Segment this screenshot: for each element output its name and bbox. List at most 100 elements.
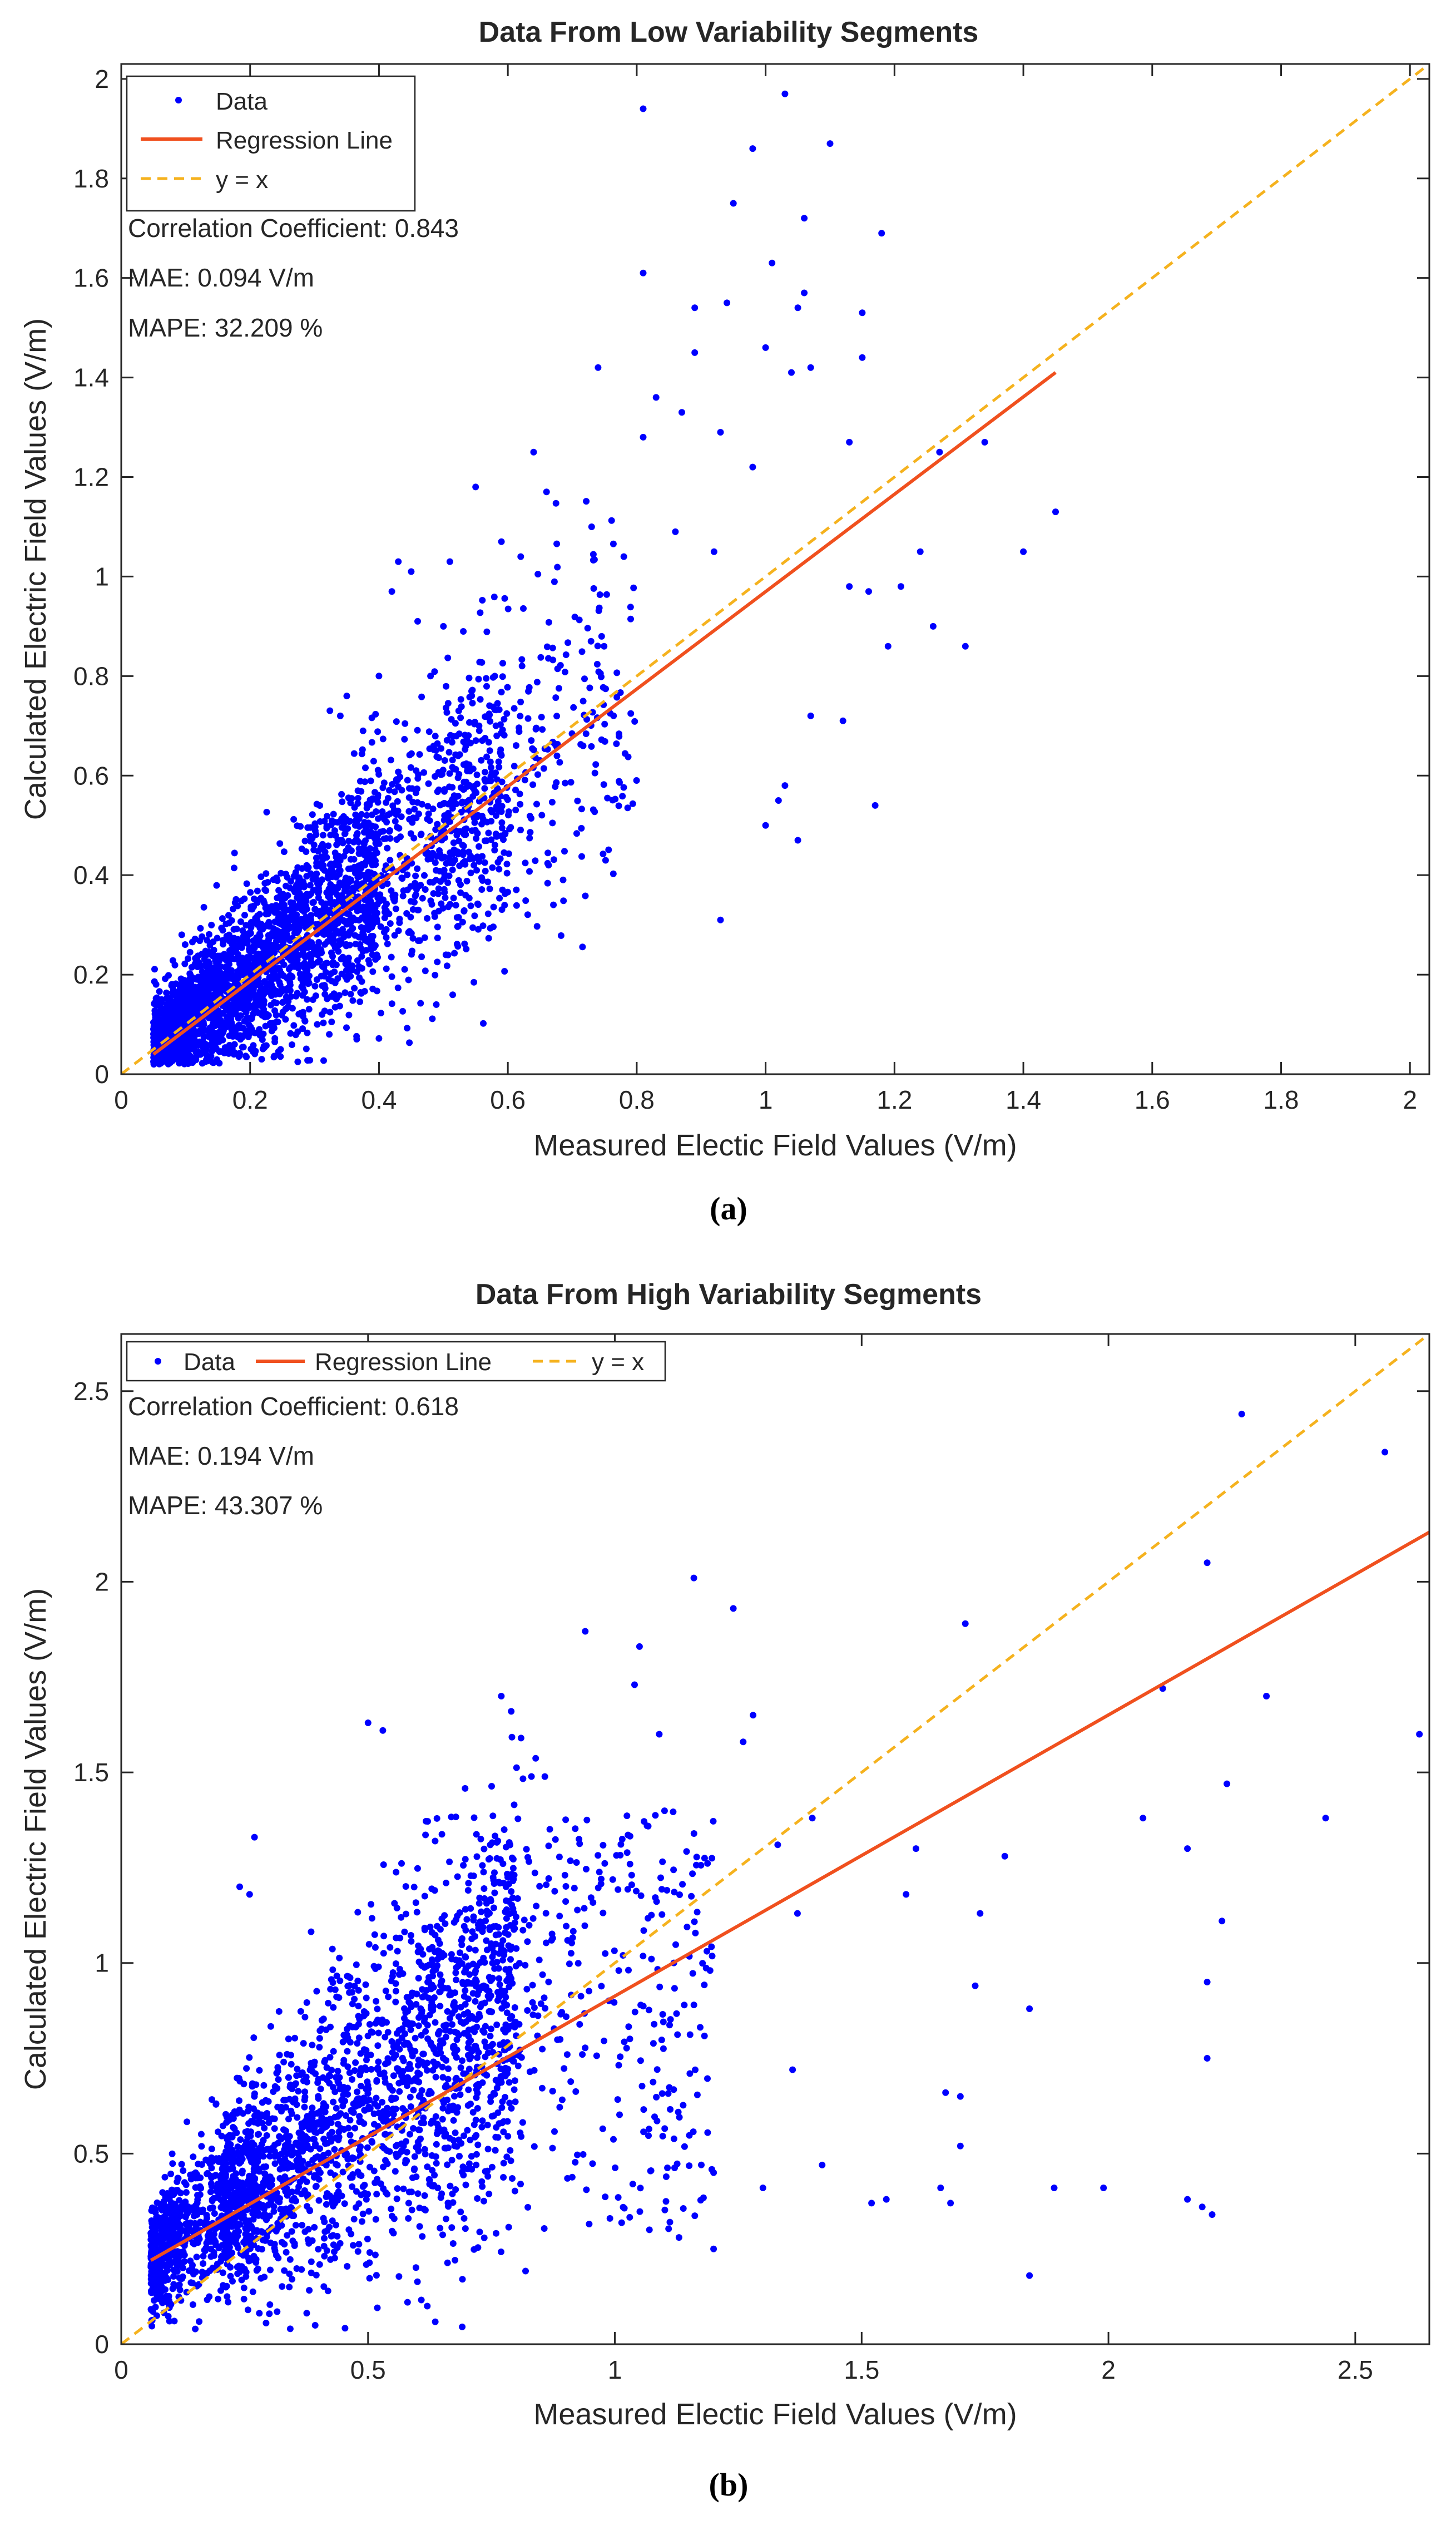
data-point <box>450 2137 457 2144</box>
data-point <box>542 1910 549 1917</box>
data-point <box>524 2203 532 2211</box>
data-point <box>389 2212 395 2220</box>
data-point <box>165 972 172 979</box>
data-point <box>240 1005 247 1012</box>
y-tick-label: 1.8 <box>73 164 109 193</box>
data-point <box>617 689 624 696</box>
data-point <box>506 1910 513 1918</box>
data-point <box>499 886 506 893</box>
data-point <box>299 979 306 986</box>
data-point <box>448 2224 455 2231</box>
data-point <box>611 1947 618 1954</box>
data-point <box>411 806 418 813</box>
data-point <box>374 767 382 774</box>
data-point <box>218 925 225 932</box>
data-point <box>394 984 402 991</box>
data-point <box>525 688 532 695</box>
data-point <box>374 815 382 822</box>
data-point <box>437 1971 444 1978</box>
data-point <box>477 696 484 703</box>
data-point <box>670 1808 677 1815</box>
data-point <box>188 963 195 971</box>
data-point <box>460 761 467 768</box>
data-point <box>640 2128 647 2136</box>
data-point <box>432 2318 439 2325</box>
data-point <box>367 777 374 784</box>
data-point <box>324 995 331 1002</box>
data-point <box>232 896 240 903</box>
data-point <box>314 880 321 887</box>
data-point <box>483 683 490 690</box>
data-point <box>320 2242 328 2250</box>
data-point <box>196 2191 204 2198</box>
legend-label-data: Data <box>216 88 268 115</box>
data-point <box>169 2150 176 2157</box>
data-point <box>373 918 380 925</box>
data-point <box>207 1052 215 1060</box>
data-point <box>205 1033 212 1040</box>
data-point <box>159 1029 166 1036</box>
data-point <box>325 1999 332 2007</box>
data-point <box>417 1000 424 1007</box>
data-point <box>243 880 250 887</box>
data-point <box>215 2245 222 2251</box>
data-point <box>503 861 511 868</box>
data-point <box>539 2045 546 2053</box>
data-point <box>469 699 476 706</box>
data-point <box>283 994 290 1001</box>
data-point <box>582 892 589 900</box>
data-point <box>590 806 597 813</box>
data-point <box>306 882 314 889</box>
data-point <box>692 2066 699 2073</box>
y-tick-label: 1.6 <box>73 264 109 293</box>
data-point <box>459 851 467 858</box>
data-point <box>363 1994 370 2002</box>
data-point <box>185 1034 192 1041</box>
data-point <box>408 2206 415 2213</box>
data-point <box>532 857 539 864</box>
data-point <box>305 864 312 871</box>
data-point <box>407 1932 414 1939</box>
data-point <box>247 988 254 995</box>
data-point <box>296 874 303 881</box>
data-point <box>200 997 207 1004</box>
data-point <box>380 2185 387 2192</box>
x-tick-label: 1 <box>759 1085 773 1114</box>
data-point <box>309 962 316 969</box>
data-point <box>371 1931 378 1938</box>
data-point <box>462 732 468 739</box>
data-point <box>400 2185 407 2192</box>
data-point <box>394 798 401 805</box>
data-point <box>455 914 462 921</box>
x-tick-label: 1.4 <box>1006 1085 1041 1114</box>
data-point <box>509 1894 516 1901</box>
data-point <box>198 977 205 984</box>
data-point <box>495 758 502 765</box>
data-point <box>302 892 309 899</box>
data-point <box>443 709 450 716</box>
data-point <box>453 2036 460 2043</box>
data-point <box>427 673 434 680</box>
data-point <box>599 2125 606 2132</box>
y-tick-label: 0 <box>95 1060 109 1089</box>
x-tick-label: 0.2 <box>232 1085 268 1114</box>
data-point <box>351 863 358 871</box>
data-point <box>257 873 265 881</box>
data-point <box>359 948 367 955</box>
data-point <box>490 903 497 911</box>
data-point <box>367 2163 373 2171</box>
data-point <box>347 915 354 922</box>
data-point <box>356 941 364 948</box>
data-point <box>401 966 408 973</box>
data-point <box>421 2146 428 2153</box>
data-point <box>206 931 212 938</box>
data-point <box>483 2072 491 2079</box>
data-point <box>626 2213 633 2221</box>
data-point <box>354 2248 361 2255</box>
data-point <box>640 105 647 112</box>
data-point <box>473 771 481 778</box>
data-point <box>432 826 439 833</box>
data-point <box>234 2270 241 2277</box>
data-point <box>176 2281 183 2288</box>
data-point <box>368 714 375 722</box>
